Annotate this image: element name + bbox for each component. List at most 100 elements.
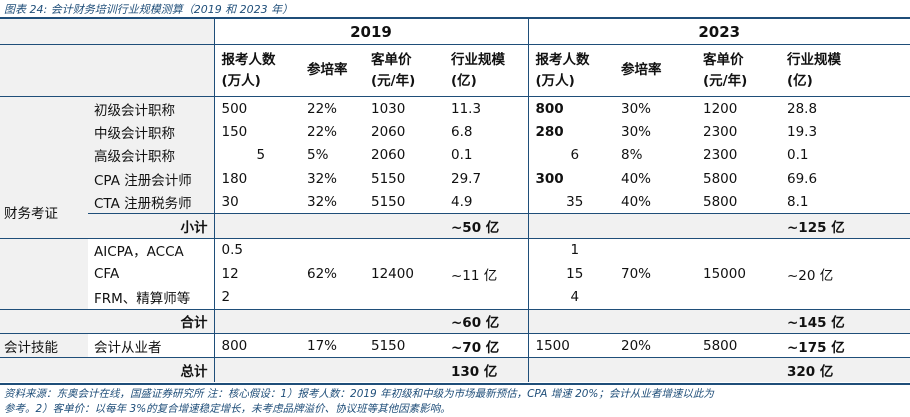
cell: 2 bbox=[213, 285, 300, 310]
row-label: AICPA，ACCA bbox=[94, 244, 184, 261]
cell: ~60 亿 bbox=[444, 309, 528, 334]
cell: 69.6 bbox=[787, 170, 818, 187]
cell: 8% bbox=[621, 147, 643, 164]
cell: 62% bbox=[307, 265, 338, 282]
cell: 32% bbox=[307, 193, 338, 210]
year-2023: 2023 bbox=[527, 19, 910, 45]
cell: 30 bbox=[213, 190, 300, 214]
cell: 12400 bbox=[371, 265, 414, 282]
top-rule bbox=[0, 17, 910, 19]
cell: 15000 bbox=[703, 265, 746, 282]
cell: 280 bbox=[527, 120, 614, 144]
cell: 320 亿 bbox=[780, 357, 910, 382]
row-label: 高级会计职称 bbox=[88, 143, 214, 167]
cell: ~125 亿 bbox=[780, 213, 910, 239]
bottom-rule bbox=[0, 383, 910, 385]
table-row: CFA 12 62% 12400 ~11 亿 15 70% 15000 ~20 … bbox=[0, 262, 910, 286]
table-row: CPA 注册会计师 180 32% 5150 29.7 300 40% 5800… bbox=[0, 166, 910, 191]
table-row: 财务考证 初级会计职称 500 22% 1030 11.3 800 30% 12… bbox=[0, 96, 910, 239]
cell: ~20 亿 bbox=[787, 267, 834, 284]
cell: 5150 bbox=[371, 193, 406, 210]
cell: 2300 bbox=[703, 147, 738, 164]
cell: 1 bbox=[527, 238, 614, 263]
subtotal-row: 合计 ~60 亿 ~145 亿 bbox=[0, 309, 910, 334]
year-2019: 2019 bbox=[213, 19, 528, 45]
cell: 2060 bbox=[371, 147, 406, 164]
cell: 5% bbox=[307, 147, 329, 164]
row-label: FRM、精算师等 bbox=[94, 291, 191, 308]
cell: 800 bbox=[213, 333, 300, 358]
cell: 1030 bbox=[371, 100, 406, 117]
col-size: 行业规模 (亿) bbox=[444, 44, 528, 97]
cell: 300 bbox=[527, 166, 614, 191]
table-row: AICPA，ACCA 0.5 1 bbox=[0, 238, 910, 263]
market-size-table: 2019 2023 报考人数 (万人) 参培率 客单价 (元/年) 行业规模 (亿) … bbox=[0, 19, 910, 382]
cell: ~175 亿 bbox=[787, 339, 845, 356]
cell: 40% bbox=[621, 170, 652, 187]
col-price-2023: 客单价 (元/年) bbox=[696, 44, 780, 97]
cell: 5 bbox=[213, 143, 300, 167]
cell: 19.3 bbox=[787, 123, 818, 140]
cell: 22% bbox=[307, 123, 338, 140]
col-applicants-2023: 报考人数 (万人) bbox=[527, 44, 614, 97]
total-label: 总计 bbox=[88, 357, 214, 382]
cell: 0.1 bbox=[451, 147, 473, 164]
col-applicants: 报考人数 (万人) bbox=[213, 44, 300, 97]
cell: 5800 bbox=[703, 337, 738, 354]
subtotal-label: 小计 bbox=[88, 213, 214, 239]
header-row: 报考人数 (万人) 参培率 客单价 (元/年) 行业规模 (亿) 报考人数 (万人) 参… bbox=[0, 44, 910, 97]
cell: 130 亿 bbox=[444, 357, 528, 382]
year-row: 2019 2023 bbox=[0, 19, 910, 45]
cell: 28.8 bbox=[787, 100, 818, 117]
cell: 2060 bbox=[371, 123, 406, 140]
col-rate: 参培率 bbox=[300, 44, 364, 97]
cell: ~50 亿 bbox=[444, 213, 528, 239]
group-label: 会计技能 bbox=[0, 333, 88, 358]
cell: 180 bbox=[213, 166, 300, 191]
cell: 20% bbox=[621, 337, 652, 354]
col-price: 客单价 (元/年) bbox=[364, 44, 444, 97]
row-label: CPA 注册会计师 bbox=[88, 166, 214, 191]
cell: 1500 bbox=[527, 333, 614, 358]
subtotal-label: 合计 bbox=[88, 309, 214, 334]
cell: 30% bbox=[621, 100, 652, 117]
cell: 0.5 bbox=[213, 238, 300, 263]
cell: 35 bbox=[527, 190, 614, 214]
table-row: CTA 注册税务师 30 32% 5150 4.9 35 40% 5800 8.… bbox=[0, 190, 910, 214]
table-row: 会计技能 会计从业者 800 17% 5150 ~70 亿 1500 20% 5… bbox=[0, 333, 910, 358]
cell: 8.1 bbox=[787, 193, 809, 210]
figure-title: 图表 24: 会计财务培训行业规模测算（2019 和 2023 年） bbox=[4, 3, 294, 16]
cell: 5150 bbox=[371, 337, 406, 354]
cell: 5150 bbox=[371, 170, 406, 187]
col-rate-2023: 参培率 bbox=[614, 44, 696, 97]
subtotal-row: 小计 ~50 亿 ~125 亿 bbox=[0, 213, 910, 239]
row-label: 会计从业者 bbox=[94, 339, 162, 356]
cell: 12 bbox=[213, 262, 300, 286]
cell: 22% bbox=[307, 100, 338, 117]
cell: ~145 亿 bbox=[780, 309, 910, 334]
cell: 70% bbox=[621, 265, 652, 282]
cell: 5800 bbox=[703, 193, 738, 210]
table-row: 高级会计职称 5 5% 2060 0.1 6 8% 2300 0.1 bbox=[0, 143, 910, 167]
cell: 1200 bbox=[703, 100, 738, 117]
cell: 5800 bbox=[703, 170, 738, 187]
cell: 6 bbox=[527, 143, 614, 167]
col-size-2023: 行业规模 (亿) bbox=[780, 44, 910, 97]
group-label: 财务考证 bbox=[0, 96, 88, 239]
cell: 500 bbox=[213, 96, 300, 121]
source-note-line2: 参考。2）客单价：以每年 3%的复合增速稳定增长，未考虑品牌溢价、协议班等其他因… bbox=[4, 403, 451, 415]
cell: 0.1 bbox=[787, 147, 809, 164]
cell: 11.3 bbox=[451, 100, 482, 117]
cell: 40% bbox=[621, 193, 652, 210]
cell: 150 bbox=[213, 120, 300, 144]
row-label: CTA 注册税务师 bbox=[88, 190, 214, 214]
cell: ~70 亿 bbox=[451, 339, 500, 356]
cell: 30% bbox=[621, 123, 652, 140]
row-label: 初级会计职称 bbox=[88, 96, 214, 121]
row-label: CFA bbox=[94, 265, 120, 282]
cell: 4.9 bbox=[451, 193, 473, 210]
table-row: 中级会计职称 150 22% 2060 6.8 280 30% 2300 19.… bbox=[0, 120, 910, 144]
table-row: FRM、精算师等 2 4 bbox=[0, 285, 910, 310]
cell: 29.7 bbox=[451, 170, 482, 187]
total-row: 总计 130 亿 320 亿 bbox=[0, 357, 910, 382]
